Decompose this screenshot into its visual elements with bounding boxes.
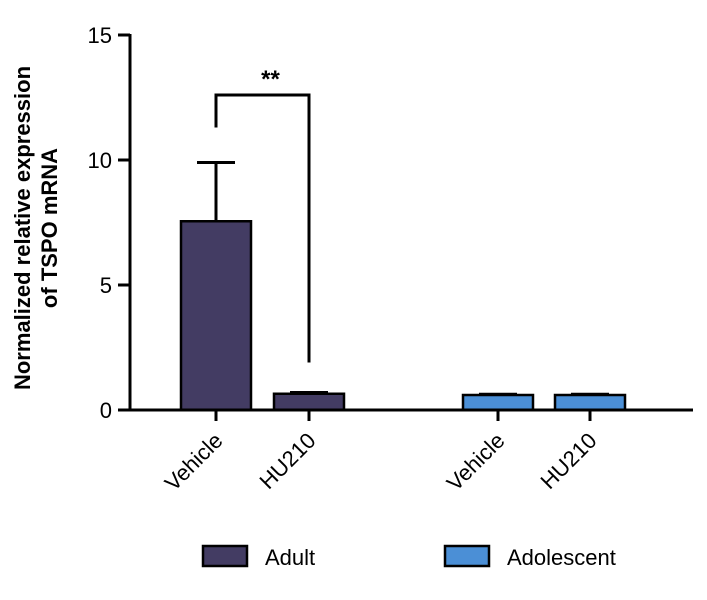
significance-label: **: [261, 66, 280, 93]
legend-swatch-adult: [201, 544, 249, 568]
y-tick-label: 5: [100, 273, 112, 298]
x-ticks: Vehicle HU210 Vehicle HU210: [160, 410, 602, 496]
x-tick-label: Vehicle: [160, 428, 228, 496]
error-bars: [197, 161, 609, 396]
bar-adult-hu210: [272, 392, 346, 412]
axes: [128, 34, 693, 412]
y-tick-label: 10: [88, 148, 112, 173]
y-tick-label: 15: [88, 23, 112, 48]
bar-adolescent-vehicle: [461, 393, 535, 412]
y-tick-label: 0: [100, 398, 112, 423]
y-axis-label-line-2: of TSPO mRNA: [37, 148, 62, 308]
y-axis-label-line-1: Normalized relative expression: [10, 66, 35, 390]
legend-label-adult: Adult: [265, 545, 315, 570]
legend-swatch-adolescent: [443, 544, 491, 568]
y-ticks: 0 5 10 15: [88, 23, 130, 423]
bars: [179, 220, 627, 412]
x-tick-label: HU210: [535, 428, 601, 494]
significance-bracket: [214, 93, 311, 363]
bar-adolescent-hu210: [553, 393, 627, 412]
legend: Adult Adolescent: [201, 544, 616, 570]
significance-annotation: **: [214, 66, 311, 363]
bar-adult-vehicle: [179, 220, 253, 412]
legend-label-adolescent: Adolescent: [507, 545, 616, 570]
x-tick-label: HU210: [254, 428, 320, 494]
y-axis-label: Normalized relative expression of TSPO m…: [10, 66, 62, 390]
x-tick-label: Vehicle: [442, 428, 510, 496]
